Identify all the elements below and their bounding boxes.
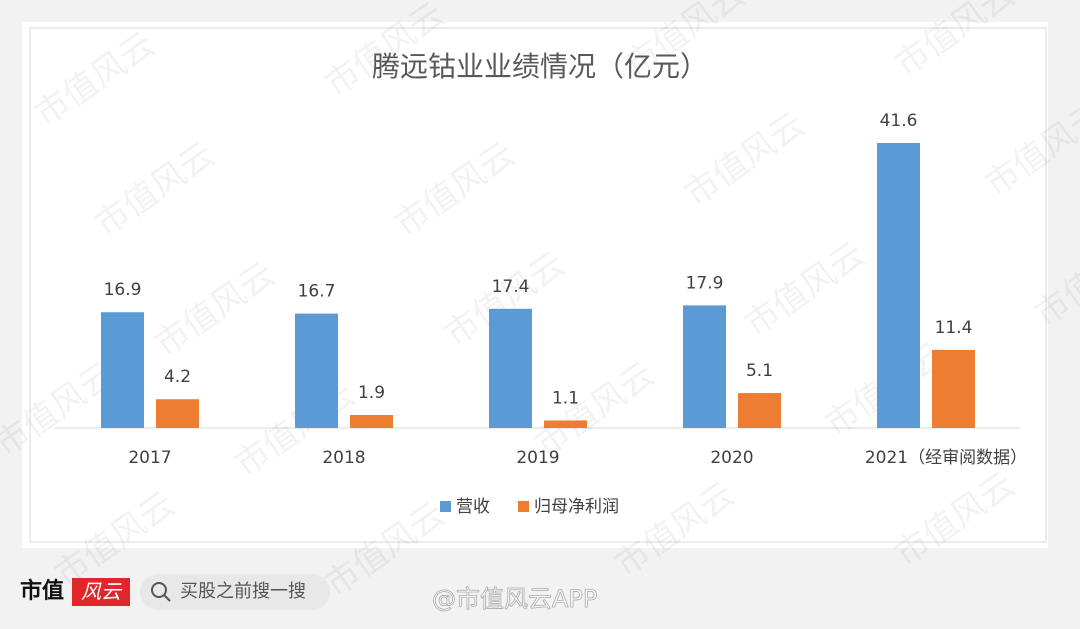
search-text: 买股之前搜一搜: [180, 581, 306, 602]
search-icon: [151, 582, 167, 598]
weibo-watermark: @市值风云APP: [432, 585, 597, 613]
bar: [544, 420, 587, 428]
logo-text: 风云: [81, 580, 123, 604]
bar: [738, 393, 781, 428]
legend-label: 营收: [456, 497, 490, 517]
data-label: 1.1: [552, 388, 579, 408]
chart-title: 腾远钴业业绩情况（亿元）: [372, 50, 708, 83]
logo-text: 市值: [20, 578, 64, 604]
legend-label: 归母净利润: [534, 497, 619, 517]
data-label: 4.2: [164, 367, 191, 387]
bar: [101, 312, 144, 428]
x-tick-label: 2020: [710, 448, 753, 468]
legend-swatch: [440, 501, 451, 512]
bar: [350, 414, 393, 428]
bar: [932, 349, 975, 428]
data-label: 1.9: [358, 383, 385, 403]
legend-swatch: [518, 501, 529, 512]
data-label: 5.1: [746, 361, 773, 381]
bar: [295, 313, 338, 428]
data-label: 41.6: [880, 111, 918, 131]
logo-box: [72, 578, 130, 606]
data-label: 17.4: [492, 277, 530, 297]
data-label: 17.9: [686, 273, 724, 293]
data-label: 16.7: [298, 282, 336, 302]
search-box[interactable]: [140, 574, 330, 610]
x-tick-label: 2018: [322, 448, 365, 468]
data-label: 11.4: [935, 318, 973, 338]
data-label: 16.9: [104, 280, 142, 300]
chart-border: [29, 27, 1047, 543]
x-tick-label: 2017: [128, 448, 171, 468]
x-tick-label: 2019: [516, 448, 559, 468]
bar: [489, 308, 532, 428]
bar: [156, 399, 199, 428]
bar: [683, 305, 726, 428]
bar: [877, 143, 920, 428]
search-icon: [163, 594, 171, 602]
x-tick-label: 2021（经审阅数据）: [865, 448, 1027, 468]
